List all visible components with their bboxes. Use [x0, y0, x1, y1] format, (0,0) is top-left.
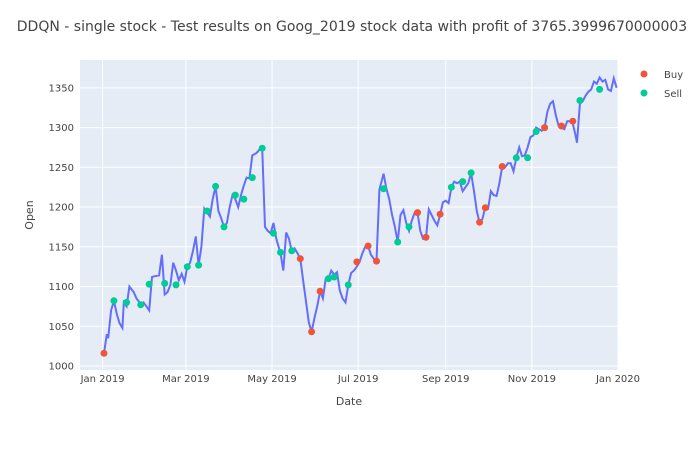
y-tick-label: 1350	[49, 83, 74, 94]
sell-point[interactable]	[576, 97, 584, 104]
buy-point[interactable]	[364, 242, 372, 250]
plot-background	[80, 60, 618, 370]
y-tick-label: 1200	[49, 203, 74, 214]
x-tick-label: Mar 2019	[162, 374, 210, 385]
sell-point[interactable]	[524, 154, 532, 162]
buy-point[interactable]	[541, 124, 549, 132]
x-tick-label: Nov 2019	[508, 374, 556, 385]
y-tick-label: 1250	[49, 163, 74, 174]
x-tick-label: Jan 2019	[80, 374, 125, 385]
buy-point[interactable]	[436, 210, 444, 218]
buy-point[interactable]	[353, 258, 361, 266]
y-axis-title: Open	[23, 200, 36, 229]
sell-point[interactable]	[596, 85, 604, 93]
buy-markers	[100, 117, 577, 357]
sell-point[interactable]	[172, 281, 180, 289]
sell-point[interactable]	[467, 169, 475, 177]
sell-point[interactable]	[195, 261, 203, 269]
x-tick-label: Jan 2020	[595, 374, 640, 385]
sell-point[interactable]	[277, 248, 284, 256]
sell-point[interactable]	[447, 183, 455, 191]
sell-point[interactable]	[231, 191, 239, 199]
sell-point[interactable]	[288, 247, 296, 255]
y-axis-ticks: 1000 1050 1100 1150 1200 1250 1300 1350	[49, 83, 74, 372]
sell-point[interactable]	[532, 128, 540, 135]
sell-point[interactable]	[248, 174, 256, 182]
sell-point[interactable]	[123, 298, 131, 306]
buy-point[interactable]	[481, 204, 489, 212]
y-tick-label: 1050	[49, 322, 74, 333]
sell-point[interactable]	[512, 154, 520, 162]
sell-point[interactable]	[161, 279, 169, 287]
legend-item-buy[interactable]: Buy	[640, 70, 684, 81]
legend-sell-marker	[640, 89, 648, 97]
buy-point[interactable]	[498, 163, 506, 170]
y-tick-label: 1150	[49, 242, 74, 253]
buy-point[interactable]	[422, 233, 430, 241]
x-tick-label: Sep 2019	[422, 374, 469, 385]
sell-point[interactable]	[405, 223, 413, 231]
buy-point[interactable]	[373, 257, 380, 265]
x-tick-label: May 2019	[247, 374, 296, 385]
sell-point[interactable]	[212, 182, 220, 190]
buy-point[interactable]	[414, 209, 421, 217]
sell-point[interactable]	[258, 144, 266, 152]
open-price-line	[103, 74, 618, 354]
sell-point[interactable]	[240, 195, 248, 203]
sell-markers	[110, 85, 604, 309]
chart-title: DDQN - single stock - Test results on Go…	[17, 19, 687, 35]
sell-point[interactable]	[110, 297, 118, 305]
sell-point[interactable]	[270, 229, 277, 237]
sell-point[interactable]	[145, 280, 153, 288]
sell-point[interactable]	[394, 238, 402, 246]
y-tick-label: 1100	[49, 282, 74, 293]
grid-lines	[80, 60, 619, 370]
legend-sell-label: Sell	[664, 89, 682, 100]
buy-point[interactable]	[308, 328, 316, 336]
sell-point[interactable]	[183, 263, 191, 271]
buy-point[interactable]	[100, 349, 108, 357]
legend[interactable]: Buy Sell	[640, 70, 684, 100]
sell-point[interactable]	[203, 207, 211, 215]
y-tick-label: 1300	[49, 123, 74, 134]
buy-point[interactable]	[558, 122, 565, 130]
buy-point[interactable]	[316, 287, 324, 295]
legend-item-sell[interactable]: Sell	[640, 89, 683, 100]
x-axis-ticks: Jan 2019 Mar 2019 May 2019 Jul 2019 Sep 2019…	[80, 374, 640, 385]
sell-point[interactable]	[137, 301, 145, 309]
sell-point[interactable]	[220, 223, 228, 231]
x-axis-title: Date	[336, 395, 363, 408]
buy-point[interactable]	[569, 117, 577, 125]
y-tick-label: 1000	[49, 362, 74, 373]
legend-buy-label: Buy	[664, 70, 683, 81]
sell-point[interactable]	[380, 185, 388, 193]
legend-buy-marker	[640, 70, 648, 78]
x-tick-label: Jul 2019	[337, 374, 379, 385]
sell-point[interactable]	[344, 281, 352, 289]
buy-point[interactable]	[476, 218, 484, 226]
sell-point[interactable]	[325, 275, 332, 283]
buy-point[interactable]	[296, 255, 304, 263]
sell-point[interactable]	[459, 178, 467, 186]
sell-point[interactable]	[330, 273, 338, 281]
